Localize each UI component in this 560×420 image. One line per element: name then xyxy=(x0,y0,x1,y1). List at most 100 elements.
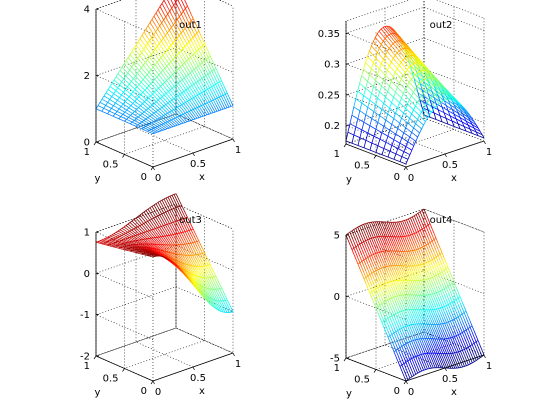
surface-segment xyxy=(183,4,186,9)
surface-segment xyxy=(183,95,187,99)
surface-segment xyxy=(191,98,194,102)
surface-segment xyxy=(197,106,200,108)
surface-segment xyxy=(142,99,145,103)
surface-segment xyxy=(111,111,114,114)
surface-segment xyxy=(209,87,212,92)
surface-segment xyxy=(188,117,192,121)
surface-segment xyxy=(153,103,157,106)
surface-segment xyxy=(152,101,155,104)
surface-segment xyxy=(141,67,144,71)
surface-segment xyxy=(194,35,198,40)
surface-segment xyxy=(139,67,142,71)
surface-segment xyxy=(185,102,188,106)
surface-segment xyxy=(174,124,178,127)
surface-segment xyxy=(162,79,165,83)
surface-segment xyxy=(179,98,183,102)
surface-segment xyxy=(186,31,190,37)
surface-segment xyxy=(183,110,186,114)
surface-segment xyxy=(154,95,157,99)
surface-segment xyxy=(151,51,154,55)
surface-segment xyxy=(134,97,138,100)
surface-segment xyxy=(185,105,188,109)
surface-segment xyxy=(200,113,204,117)
surface-segment xyxy=(166,55,170,59)
surface-segment xyxy=(137,73,140,76)
surface-segment xyxy=(171,116,174,120)
surface-segment xyxy=(161,119,164,122)
surface-segment xyxy=(168,76,171,79)
surface-segment xyxy=(111,82,115,86)
surface-segment xyxy=(188,58,191,63)
surface-segment xyxy=(215,97,218,100)
surface-segment xyxy=(141,124,144,126)
surface-segment xyxy=(200,109,204,113)
surface-segment xyxy=(138,94,142,98)
surface-segment xyxy=(188,23,192,28)
surface-segment xyxy=(160,70,164,73)
surface-segment xyxy=(183,11,186,16)
surface-segment xyxy=(148,67,152,71)
surface-segment xyxy=(135,70,138,74)
y-tick-label: 0.5 xyxy=(354,161,370,172)
surface-segment xyxy=(178,121,182,125)
surface-segment xyxy=(139,35,143,39)
surface-segment xyxy=(200,34,203,40)
surface-segment xyxy=(180,71,183,76)
surface-segment xyxy=(166,127,170,130)
surface-segment xyxy=(124,247,127,249)
surface-segment xyxy=(176,124,180,126)
surface-segment xyxy=(115,87,119,91)
surface-segment xyxy=(179,85,183,89)
surface-segment xyxy=(168,82,171,86)
surface-segment xyxy=(184,15,188,20)
surface-segment xyxy=(111,105,114,109)
surface-segment xyxy=(183,112,186,115)
surface-segment xyxy=(153,101,157,104)
surface-segment xyxy=(164,250,167,253)
surface-segment xyxy=(151,48,154,53)
surface-segment xyxy=(168,47,172,52)
surface-segment xyxy=(188,16,192,22)
surface-segment xyxy=(222,95,226,100)
surface-segment xyxy=(144,104,147,108)
surface-segment xyxy=(193,82,197,85)
surface-segment xyxy=(183,86,187,91)
surface-segment xyxy=(123,87,126,90)
surface-segment xyxy=(125,80,128,83)
surface-segment xyxy=(166,78,169,81)
surface-segment xyxy=(220,95,224,101)
surface-segment xyxy=(164,82,167,86)
surface-segment xyxy=(111,87,115,90)
surface-segment xyxy=(152,91,155,95)
surface-segment xyxy=(147,123,150,126)
surface-segment xyxy=(190,119,194,121)
surface-segment xyxy=(186,19,190,24)
surface-segment xyxy=(177,16,180,20)
surface-segment xyxy=(428,88,431,92)
surface-segment xyxy=(155,101,159,104)
surface-segment xyxy=(188,35,192,40)
surface-segment xyxy=(159,120,162,123)
surface-segment xyxy=(197,65,201,70)
surface-segment xyxy=(180,50,184,55)
surface-segment xyxy=(131,76,134,79)
surface-segment xyxy=(166,63,170,67)
surface-segment xyxy=(416,67,419,70)
surface-segment xyxy=(203,100,206,104)
surface-segment xyxy=(230,105,234,107)
surface-segment xyxy=(153,106,157,109)
surface-segment xyxy=(187,99,190,102)
surface-segment xyxy=(158,87,161,91)
surface-segment xyxy=(182,59,185,63)
surface-segment xyxy=(132,95,136,98)
surface-segment xyxy=(107,93,111,96)
surface-segment xyxy=(151,25,155,29)
surface-segment xyxy=(135,75,138,79)
surface-segment xyxy=(175,79,179,84)
surface-segment xyxy=(123,89,126,93)
surface-segment xyxy=(199,84,203,89)
surface-segment xyxy=(199,69,203,74)
surface-segment xyxy=(177,82,181,87)
surface-segment xyxy=(164,128,168,130)
x-gridline xyxy=(384,8,446,155)
